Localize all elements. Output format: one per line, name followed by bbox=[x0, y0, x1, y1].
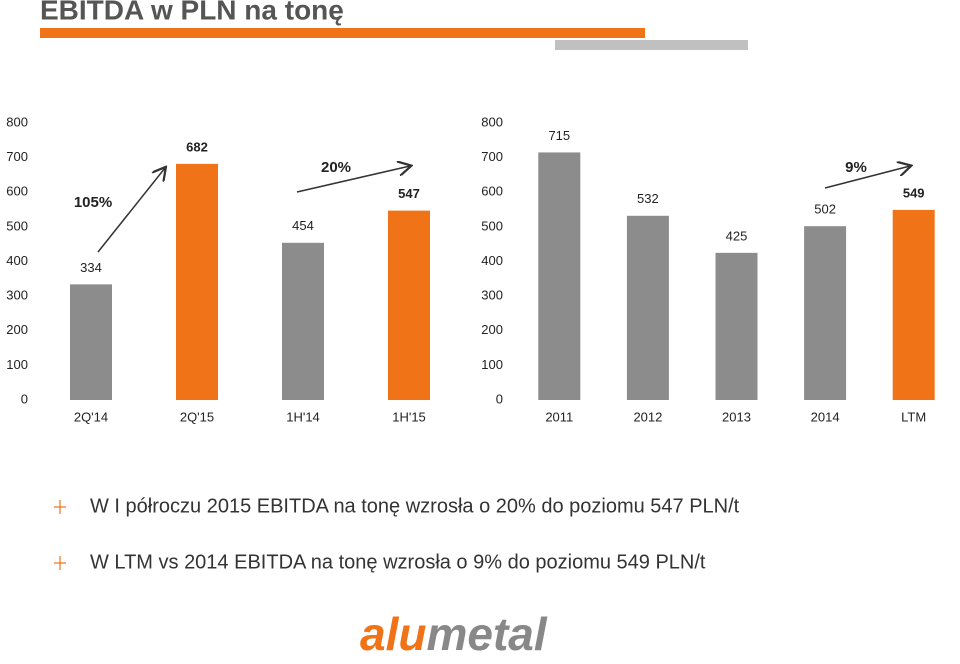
x-tick-label: 1H'15 bbox=[392, 409, 426, 424]
x-tick-label: LTM bbox=[901, 409, 926, 424]
x-tick-label: 2014 bbox=[811, 409, 840, 424]
value-label: 549 bbox=[903, 185, 925, 200]
y-tick-label: 200 bbox=[481, 322, 503, 337]
value-label: 502 bbox=[814, 202, 836, 217]
bar bbox=[70, 284, 112, 400]
bar bbox=[804, 226, 847, 400]
arrow bbox=[97, 168, 165, 253]
y-tick-label: 0 bbox=[496, 391, 503, 406]
y-tick-label: 400 bbox=[6, 253, 28, 268]
y-tick-label: 300 bbox=[6, 288, 28, 303]
value-label: 715 bbox=[548, 128, 570, 143]
y-tick-label: 600 bbox=[6, 184, 28, 199]
x-tick-label: 2013 bbox=[722, 409, 751, 424]
annotation: 105% bbox=[74, 194, 112, 211]
title-bar-gray bbox=[555, 40, 748, 50]
arrow bbox=[296, 166, 410, 193]
value-label: 682 bbox=[186, 139, 208, 154]
value-label: 334 bbox=[80, 260, 102, 275]
y-tick-label: 300 bbox=[481, 288, 503, 303]
bar bbox=[176, 163, 218, 400]
bar bbox=[626, 215, 669, 400]
y-tick-label: 500 bbox=[481, 218, 503, 233]
y-tick-label: 500 bbox=[6, 218, 28, 233]
logo: alumetal bbox=[360, 608, 548, 660]
logo-part: alu bbox=[360, 608, 426, 660]
bar bbox=[715, 252, 758, 400]
x-tick-label: 2012 bbox=[633, 409, 662, 424]
y-tick-label: 600 bbox=[481, 184, 503, 199]
title-bar-orange bbox=[40, 28, 645, 38]
slide-title: EBITDA w PLN na tonę bbox=[40, 0, 344, 25]
bullet-text: W LTM vs 2014 EBITDA na tonę wzrosła o 9… bbox=[90, 551, 706, 573]
x-tick-label: 2Q'15 bbox=[180, 409, 214, 424]
y-tick-label: 100 bbox=[481, 357, 503, 372]
arrow bbox=[824, 166, 910, 189]
logo-part: metal bbox=[426, 608, 547, 660]
y-tick-label: 200 bbox=[6, 322, 28, 337]
y-tick-label: 800 bbox=[481, 114, 503, 129]
y-tick-label: 0 bbox=[21, 391, 28, 406]
value-label: 532 bbox=[637, 191, 659, 206]
bar bbox=[892, 209, 935, 400]
y-tick-label: 700 bbox=[6, 149, 28, 164]
annotation: 9% bbox=[845, 159, 867, 176]
annotation: 20% bbox=[321, 159, 351, 176]
y-tick-label: 100 bbox=[6, 357, 28, 372]
bullet-icon bbox=[54, 500, 66, 570]
value-label: 454 bbox=[292, 218, 314, 233]
y-tick-label: 700 bbox=[481, 149, 503, 164]
x-tick-label: 2Q'14 bbox=[74, 409, 108, 424]
bar bbox=[282, 242, 324, 400]
bullet-text: W I półroczu 2015 EBITDA na tonę wzrosła… bbox=[90, 495, 740, 517]
x-tick-label: 1H'14 bbox=[286, 409, 320, 424]
value-label: 547 bbox=[398, 186, 420, 201]
value-label: 425 bbox=[726, 228, 748, 243]
x-tick-label: 2011 bbox=[545, 409, 573, 424]
bar bbox=[538, 152, 581, 400]
bar bbox=[388, 210, 430, 400]
y-tick-label: 400 bbox=[481, 253, 503, 268]
y-tick-label: 800 bbox=[6, 114, 28, 129]
